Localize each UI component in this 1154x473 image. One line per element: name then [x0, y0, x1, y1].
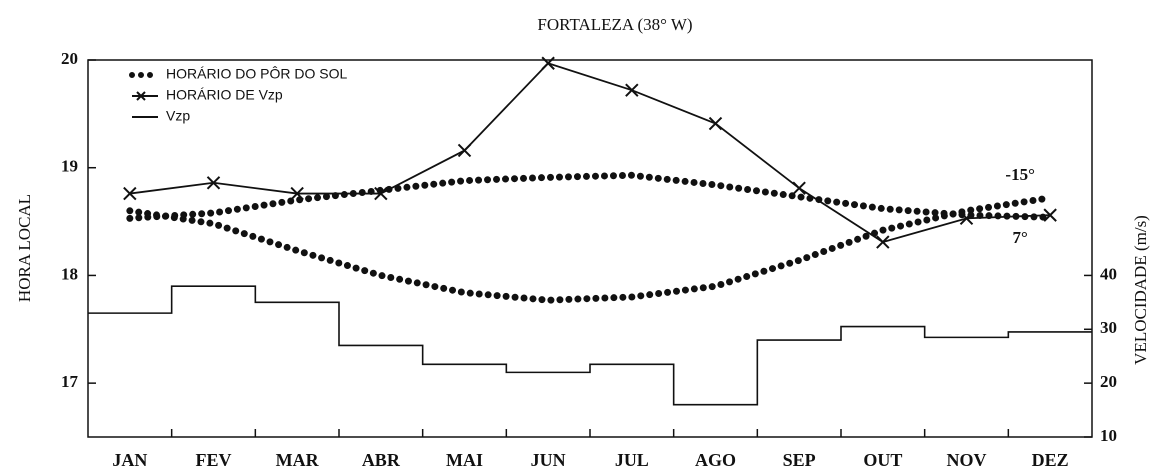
x-tick-label: OUT	[863, 450, 902, 470]
y2-tick-label: 20	[1100, 372, 1117, 391]
x-marker	[1043, 208, 1057, 222]
legend-label: HORÁRIO DE Vzp	[166, 87, 283, 103]
y-tick-label: 17	[61, 372, 79, 391]
x-marker	[374, 186, 388, 201]
sunset-curve	[126, 171, 1054, 222]
x-tick-label: MAR	[276, 450, 320, 470]
curve-label: -15°	[1005, 165, 1034, 184]
x-marker	[457, 143, 472, 158]
x-marker	[290, 186, 304, 201]
legend-label: Vzp	[166, 108, 190, 124]
y2-tick-label: 40	[1100, 264, 1117, 283]
x-tick-label: MAI	[446, 450, 483, 470]
y2-tick-label: 10	[1100, 426, 1117, 445]
vzp-time-line	[129, 62, 1051, 244]
legend-label: HORÁRIO DO PÔR DO SOL	[166, 66, 347, 82]
x-tick-label: JUN	[531, 450, 566, 470]
x-marker	[792, 181, 806, 195]
x-marker	[541, 56, 555, 70]
x-tick-label: AGO	[695, 450, 736, 470]
x-marker	[876, 235, 890, 249]
y-tick-label: 18	[61, 264, 78, 283]
x-marker	[206, 176, 221, 190]
x-marker	[708, 116, 723, 131]
x-marker	[625, 83, 639, 97]
curve-label: 7°	[1013, 228, 1028, 247]
x-marker	[123, 186, 137, 201]
x-marker	[959, 211, 974, 226]
chart-title: FORTALEZA (38° W)	[537, 15, 692, 34]
x-tick-label: SEP	[783, 450, 816, 470]
vzp-step	[88, 285, 1092, 406]
plot-frame	[87, 59, 1093, 438]
sunset-curve	[126, 194, 1054, 304]
x-tick-label: NOV	[947, 450, 987, 470]
x-tick-label: DEZ	[1032, 450, 1069, 470]
x-tick-label: JUL	[615, 450, 649, 470]
y2-axis-label: VELOCIDADE (m/s)	[1131, 215, 1150, 365]
x-tick-label: FEV	[196, 450, 232, 470]
x-tick-label: JAN	[112, 450, 147, 470]
x-tick-label: ABR	[362, 450, 401, 470]
legend-marker	[136, 91, 146, 101]
y2-tick-label: 30	[1100, 318, 1117, 337]
y-tick-label: 19	[61, 157, 78, 176]
y-tick-label: 20	[61, 49, 78, 68]
y-axis-label: HORA LOCAL	[15, 194, 34, 302]
